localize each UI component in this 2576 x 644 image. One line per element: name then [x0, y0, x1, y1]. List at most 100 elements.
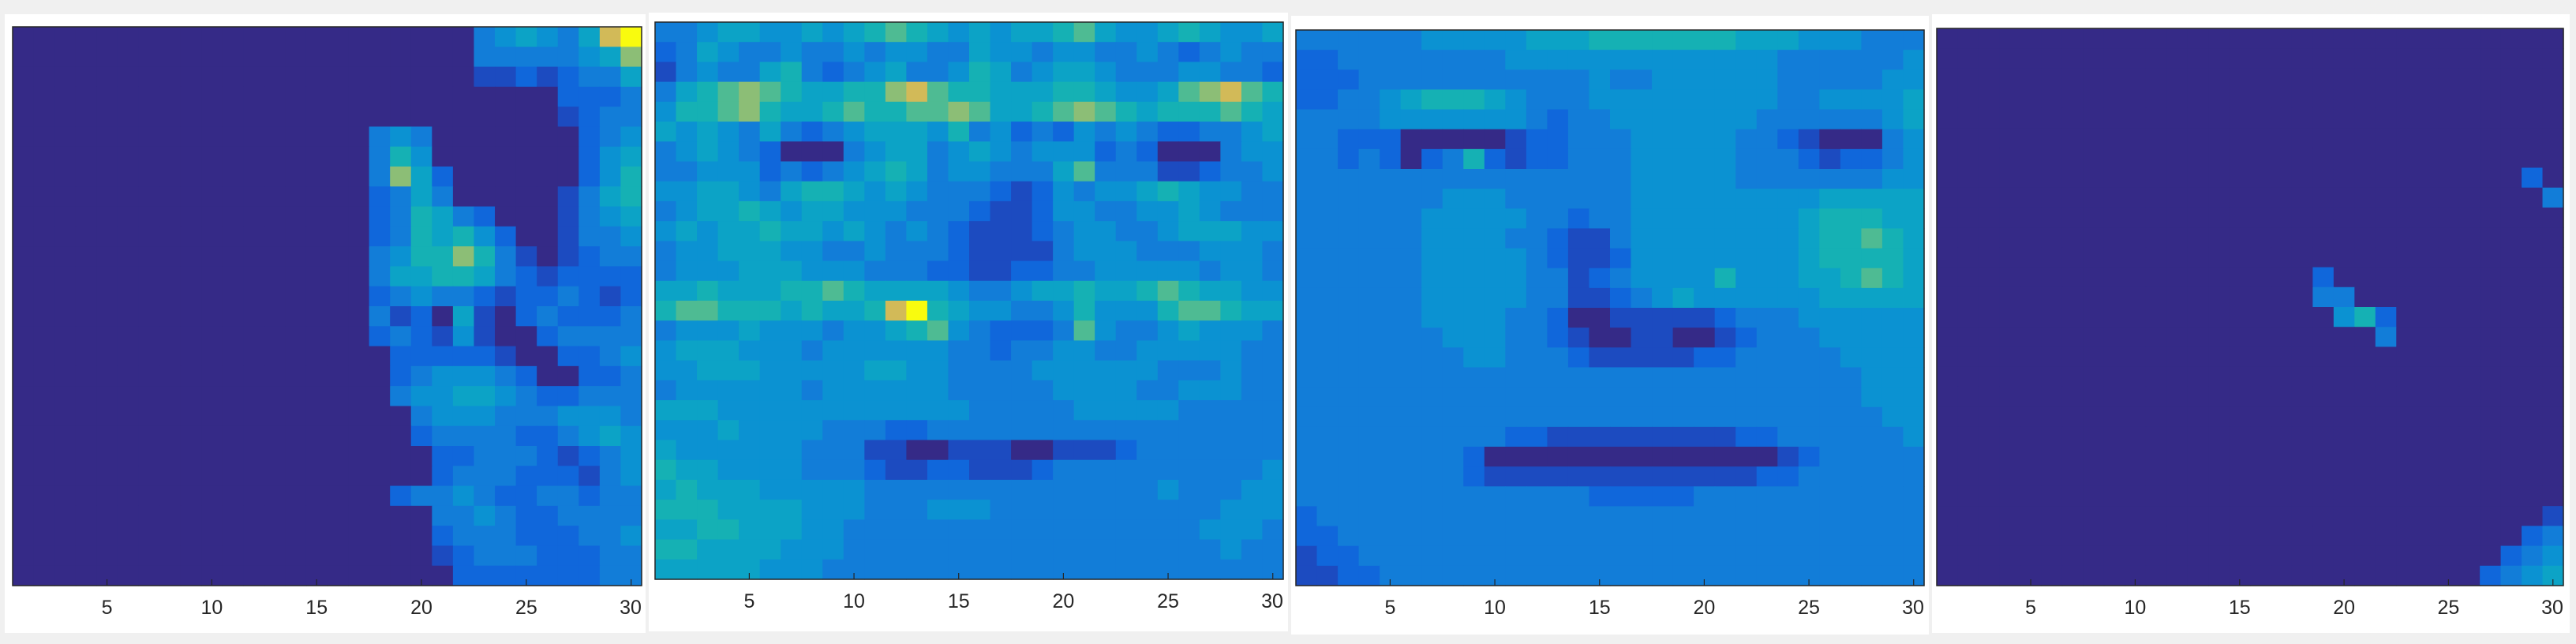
heatmap-cell — [1756, 228, 1778, 249]
heatmap-cell — [1442, 248, 1464, 269]
heatmap-cell — [2291, 386, 2313, 407]
heatmap-cell — [927, 122, 949, 142]
heatmap-cell — [990, 400, 1012, 421]
heatmap-cell — [1178, 200, 1200, 222]
heatmap-cell — [1777, 109, 1799, 130]
heatmap-cell — [1011, 420, 1033, 441]
heatmap-cell — [2166, 48, 2188, 69]
heatmap-cell — [1957, 148, 1979, 169]
heatmap-cell — [1442, 50, 1464, 70]
heatmap-cell — [557, 406, 579, 427]
heatmap-cell — [495, 126, 517, 148]
heatmap-cell — [2375, 545, 2397, 567]
heatmap-cell — [243, 406, 265, 427]
heatmap-cell — [515, 27, 537, 47]
heatmap-cell — [1840, 268, 1862, 289]
heatmap-cell — [1011, 479, 1033, 500]
heatmap-cell — [1819, 565, 1841, 586]
heatmap-cell — [2480, 167, 2502, 189]
heatmap-cell — [1798, 447, 1820, 467]
heatmap-cell — [1199, 420, 1221, 441]
heatmap-cell — [1881, 447, 1904, 467]
heatmap-cell — [1840, 189, 1862, 209]
heatmap-cell — [2166, 286, 2188, 308]
heatmap-cell — [1011, 459, 1033, 481]
heatmap-cell — [117, 246, 139, 268]
heatmap-cell — [885, 280, 907, 301]
heatmap-cell — [2333, 327, 2355, 348]
heatmap-cell — [1567, 228, 1590, 249]
heatmap-cell — [1032, 360, 1054, 381]
heatmap-cell — [222, 466, 244, 487]
heatmap-cell — [1463, 526, 1485, 547]
heatmap-cell — [285, 326, 307, 347]
heatmap-cell — [759, 221, 781, 242]
heatmap-cell — [906, 519, 928, 541]
heatmap-cell — [655, 200, 677, 222]
heatmap-cell — [432, 27, 454, 47]
heatmap-cell — [305, 266, 328, 287]
heatmap-cell — [1714, 367, 1736, 388]
heatmap-cell — [1220, 141, 1242, 163]
heatmap-cell — [1735, 545, 1758, 567]
heatmap-cell — [452, 386, 475, 407]
heatmap-cell — [2354, 346, 2376, 368]
heatmap-cell — [2312, 565, 2334, 586]
heatmap-cell — [1358, 129, 1380, 150]
heatmap-cell — [1484, 367, 1506, 388]
heatmap-cell — [474, 66, 496, 88]
heatmap-cell — [2166, 426, 2188, 447]
heatmap-cell — [864, 42, 886, 63]
heatmap-cell — [1777, 268, 1799, 289]
heatmap-cell — [843, 301, 865, 321]
heatmap-cell — [2229, 167, 2251, 189]
heatmap-cell — [1296, 466, 1318, 487]
heatmap-cell — [96, 186, 118, 208]
heatmap-cell — [2125, 406, 2147, 427]
heatmap-cell — [2125, 506, 2147, 526]
heatmap-cell — [1073, 320, 1095, 342]
heatmap-cell — [1316, 148, 1339, 170]
heatmap-cell — [2522, 247, 2544, 268]
heatmap-cell — [2396, 48, 2418, 69]
heatmap-cell — [2458, 485, 2481, 507]
heatmap-cell — [1011, 200, 1033, 222]
heatmap-cell — [1672, 129, 1694, 150]
heatmap-cell — [697, 500, 719, 520]
heatmap-cells — [1296, 30, 1925, 586]
heatmap-cell — [1881, 148, 1904, 170]
heatmap-cell — [969, 22, 991, 43]
heatmap-cell — [2354, 366, 2376, 388]
heatmap-cell — [1136, 360, 1159, 381]
heatmap-cell — [1421, 447, 1443, 467]
heatmap-cell — [369, 286, 391, 307]
heatmap-cell — [739, 62, 761, 83]
heatmap-cell — [1358, 287, 1380, 309]
heatmap-cell — [264, 266, 286, 287]
heatmap-cell — [2125, 227, 2147, 248]
heatmap-cell — [1338, 565, 1360, 586]
heatmap-cell — [390, 306, 412, 327]
heatmap-cell — [2061, 406, 2084, 427]
heatmap-cell — [75, 146, 97, 167]
heatmap-cell — [1652, 208, 1674, 230]
heatmap-cell — [1505, 169, 1527, 189]
heatmap-cell — [474, 565, 496, 586]
heatmap-cell — [537, 306, 559, 327]
heatmap-cell — [1957, 366, 1979, 388]
heatmap-cell — [138, 466, 160, 487]
heatmap-cell — [717, 161, 739, 182]
heatmap-cell — [369, 206, 391, 227]
heatmap-cell — [2250, 286, 2272, 308]
heatmap-cell — [515, 406, 537, 427]
heatmap-cell — [264, 126, 286, 148]
heatmap-cell — [117, 186, 139, 208]
heatmap-cell — [1296, 109, 1318, 130]
heatmap-cell — [2187, 386, 2209, 407]
heatmap-cell — [2417, 88, 2439, 109]
heatmap-cell — [2396, 526, 2418, 547]
heatmap-cell — [1735, 287, 1758, 309]
heatmap-cell — [2291, 406, 2313, 427]
heatmap-cell — [2125, 207, 2147, 228]
